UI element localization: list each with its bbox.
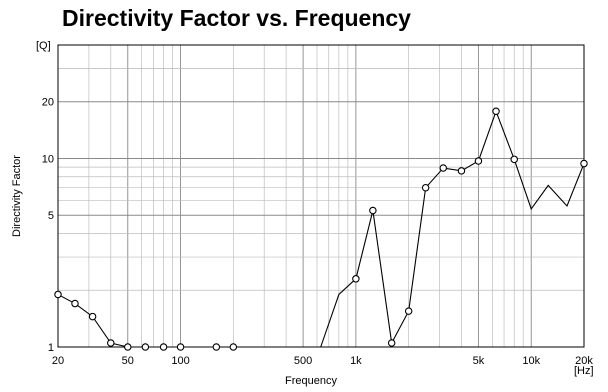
x-tick-label: 20k	[575, 355, 593, 367]
data-point-marker	[492, 107, 500, 116]
data-point-marker	[474, 157, 483, 165]
x-tick-label: 100	[171, 355, 189, 367]
x-tick-label: 500	[294, 355, 312, 367]
data-point-marker	[352, 275, 360, 283]
x-tick-label: 5k	[473, 355, 485, 367]
x-tick-label: 1k	[350, 355, 362, 367]
data-point-marker	[439, 164, 448, 172]
y-tick-label: 1	[48, 342, 54, 354]
series-line	[57, 109, 585, 348]
data-point-marker	[141, 343, 150, 351]
series	[54, 107, 588, 351]
data-point-marker	[580, 159, 588, 168]
data-point-marker	[369, 206, 377, 215]
data-point-marker	[457, 167, 466, 175]
data-point-marker	[107, 339, 115, 347]
y-tick-label: 10	[42, 153, 54, 165]
grid	[58, 45, 584, 347]
x-tick-label: 10k	[522, 355, 540, 367]
data-point-marker	[404, 307, 413, 315]
y-unit-label: [Q]	[36, 40, 51, 52]
data-point-marker	[124, 343, 132, 351]
y-tick-label: 5	[48, 210, 54, 222]
tick-labels: 20 50 100 500 1k 5k 10k 20k 1 5 10 20	[42, 97, 594, 367]
data-point-marker	[176, 343, 185, 351]
data-point-marker	[71, 299, 79, 308]
data-point-marker	[229, 343, 238, 351]
data-point-marker	[421, 183, 430, 192]
data-point-marker	[54, 290, 62, 299]
plot-frame	[57, 44, 585, 348]
data-point-marker	[159, 343, 168, 351]
data-point-marker	[88, 312, 97, 321]
x-tick-label: 20	[52, 355, 64, 367]
data-point-marker	[212, 343, 221, 351]
x-unit-label: [Hz]	[574, 365, 594, 377]
chart-title: Directivity Factor vs. Frequency	[62, 5, 411, 31]
y-tick-label: 20	[42, 97, 54, 109]
x-axis-label: Frequency	[285, 375, 337, 387]
data-point-marker	[510, 155, 518, 164]
x-tick-label: 50	[122, 355, 134, 367]
data-point-marker	[387, 339, 396, 347]
y-axis-label: Directivity Factor	[11, 155, 23, 237]
